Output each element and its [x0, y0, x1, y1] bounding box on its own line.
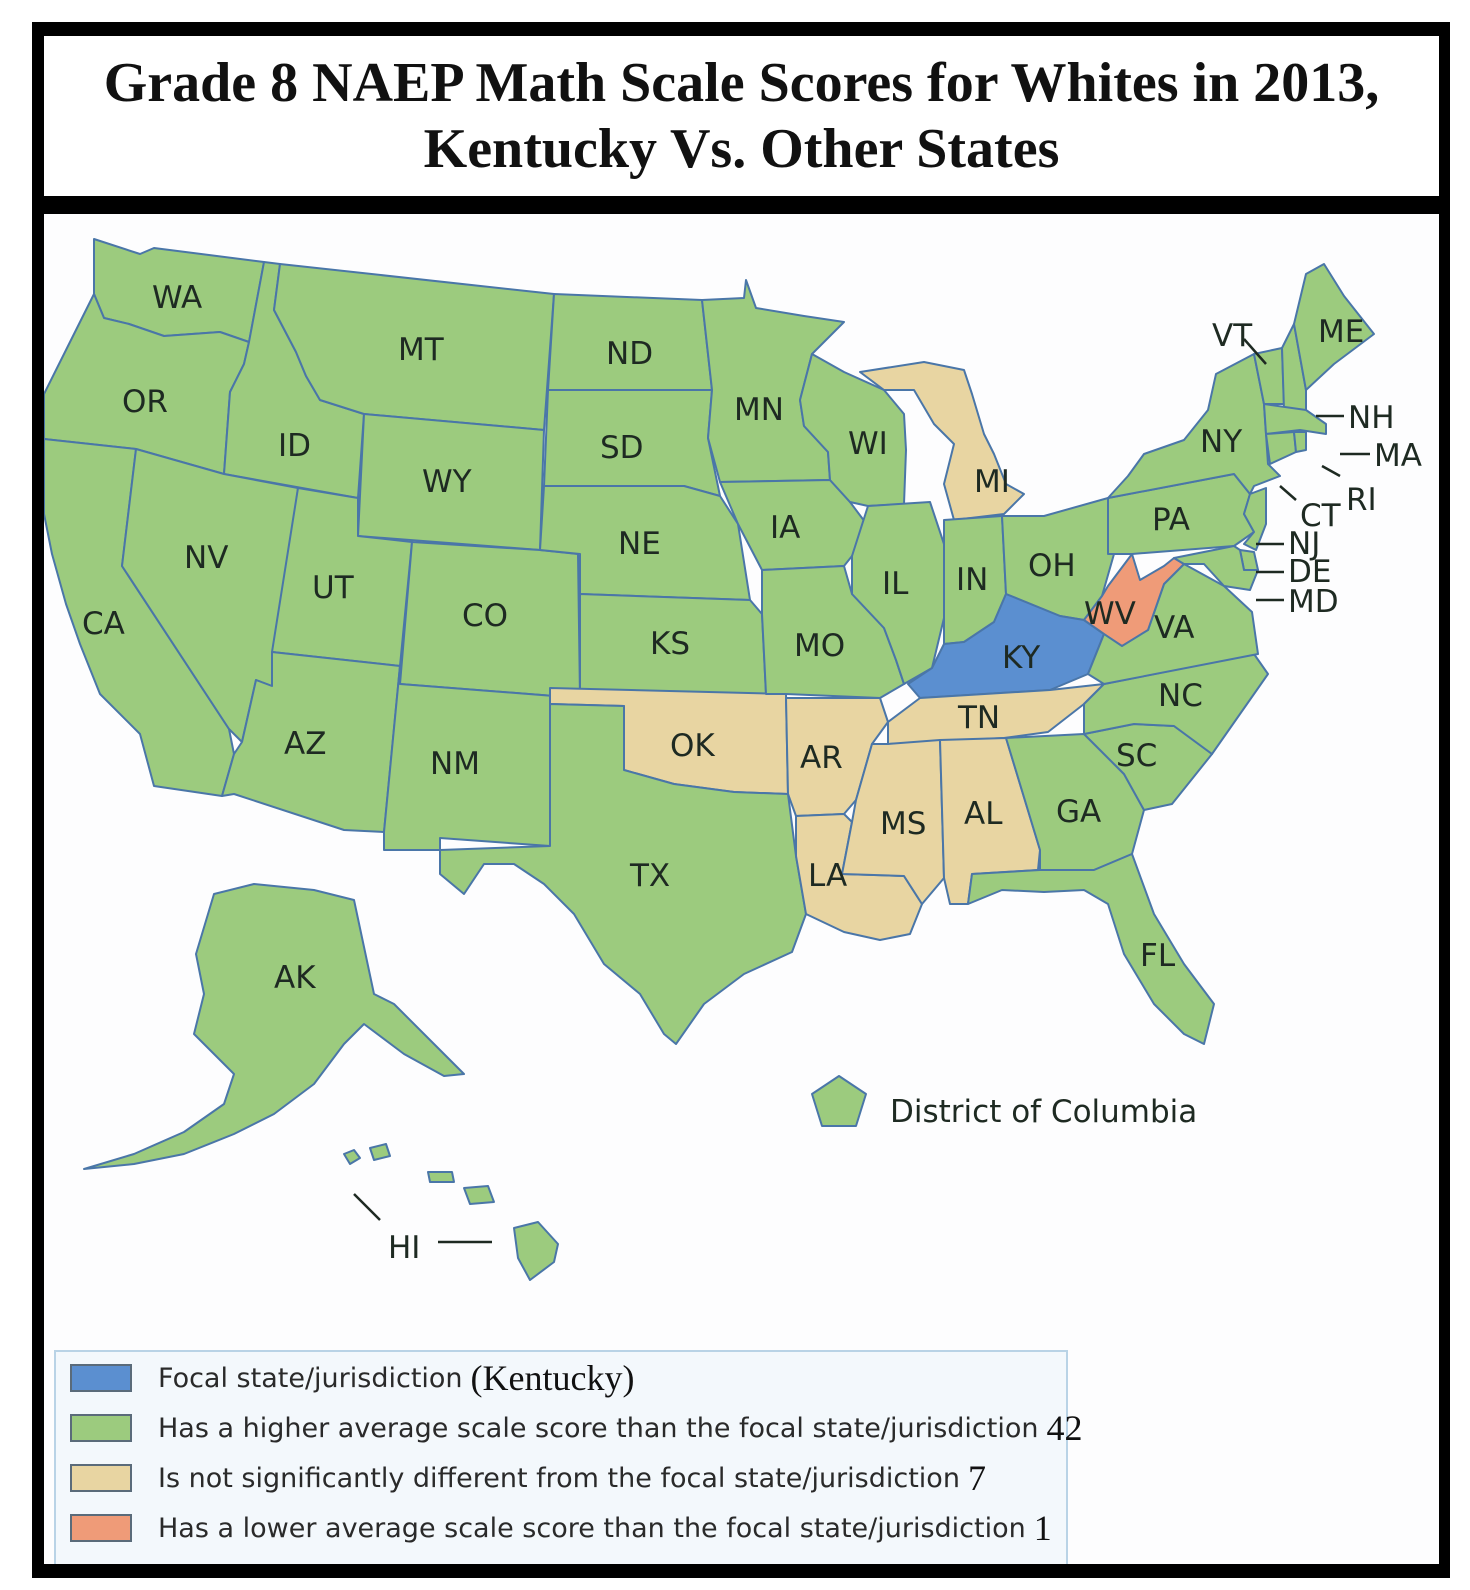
- label-id: ID: [278, 428, 311, 464]
- legend-row-higher: Has a higher average scale score than th…: [70, 1408, 1083, 1448]
- label-wi: WI: [848, 426, 888, 462]
- label-or: OR: [122, 384, 168, 420]
- label-wy: WY: [422, 464, 472, 500]
- label-ks: KS: [650, 626, 690, 662]
- label-sd: SD: [600, 430, 644, 466]
- legend-row-not-different: Is not significantly different from the …: [70, 1458, 986, 1498]
- label-mi: MI: [974, 464, 1010, 500]
- legend-row-lower: Has a lower average scale score than the…: [70, 1508, 1052, 1548]
- label-dc: District of Columbia: [890, 1094, 1197, 1130]
- map-panel: WA OR CA ID NV MT WY UT AZ CO NM ND SD N…: [44, 214, 1439, 1564]
- label-de: DE: [1288, 554, 1331, 590]
- label-me: ME: [1318, 314, 1364, 350]
- state-hi-kauai[interactable]: [343, 1149, 361, 1165]
- label-ct: CT: [1300, 498, 1342, 534]
- state-hi-oahu[interactable]: [369, 1143, 391, 1161]
- state-ri[interactable]: [1293, 431, 1307, 453]
- label-oh: OH: [1028, 548, 1076, 584]
- label-ms: MS: [880, 806, 926, 842]
- legend-text-higher: Has a higher average scale score than th…: [158, 1412, 1039, 1444]
- label-pa: PA: [1152, 502, 1190, 538]
- state-nm[interactable]: [383, 665, 555, 851]
- map-title-line-1: Grade 8 NAEP Math Scale Scores for White…: [103, 52, 1380, 114]
- label-ri: RI: [1346, 482, 1377, 518]
- label-ny: NY: [1200, 424, 1242, 460]
- state-il[interactable]: [851, 501, 945, 685]
- label-tn: TN: [957, 700, 1000, 736]
- label-mn: MN: [734, 392, 784, 428]
- leader-lines: [353, 338, 1370, 1244]
- label-nc: NC: [1158, 678, 1203, 714]
- state-hi-big-island[interactable]: [513, 1221, 559, 1281]
- state-wv[interactable]: [1083, 553, 1185, 647]
- state-ak[interactable]: [83, 883, 465, 1170]
- label-mt: MT: [398, 332, 445, 368]
- label-ca: CA: [82, 606, 125, 642]
- legend: Focal state/jurisdiction (Kentucky) Has …: [54, 1350, 1083, 1564]
- state-md[interactable]: [1173, 545, 1259, 591]
- us-states-map: WA OR CA ID NV MT WY UT AZ CO NM ND SD N…: [44, 238, 1422, 1281]
- state-me[interactable]: [1293, 263, 1375, 391]
- label-nj: NJ: [1288, 526, 1320, 562]
- state-ny[interactable]: [1107, 353, 1281, 499]
- legend-text-not-different: Is not significantly different from the …: [158, 1462, 960, 1494]
- legend-count-higher: 42: [1046, 1408, 1083, 1448]
- label-ar: AR: [800, 740, 843, 776]
- dc-pentagon-icon[interactable]: [811, 1075, 867, 1127]
- label-wv: WV: [1084, 596, 1136, 632]
- label-ga: GA: [1056, 794, 1101, 830]
- label-ak: AK: [274, 960, 316, 996]
- state-ma[interactable]: [1263, 403, 1327, 435]
- label-mo: MO: [794, 628, 845, 664]
- label-tx: TX: [629, 858, 670, 894]
- map-title-line-2: Kentucky Vs. Other States: [423, 118, 1060, 180]
- label-sc: SC: [1116, 738, 1157, 774]
- legend-count-not-different: 7: [967, 1458, 986, 1498]
- label-ia: IA: [770, 510, 800, 546]
- state-labels: WA OR CA ID NV MT WY UT AZ CO NM ND SD N…: [82, 280, 1422, 1266]
- label-la: LA: [808, 858, 847, 894]
- label-nd: ND: [606, 336, 653, 372]
- state-nh[interactable]: [1281, 323, 1307, 411]
- legend-swatch-lower: [70, 1514, 132, 1542]
- legend-text-focal: Focal state/jurisdiction: [158, 1362, 463, 1394]
- state-ct[interactable]: [1265, 431, 1297, 465]
- label-ok: OK: [670, 728, 715, 764]
- label-wa: WA: [152, 280, 202, 316]
- label-co: CO: [462, 598, 508, 634]
- state-tx[interactable]: [439, 703, 807, 1045]
- state-la[interactable]: [795, 813, 923, 941]
- state-hi-maui[interactable]: [463, 1185, 495, 1205]
- label-nm: NM: [430, 746, 480, 782]
- label-ne: NE: [618, 526, 661, 562]
- legend-swatch-focal: [70, 1364, 132, 1392]
- label-ky: KY: [1002, 640, 1040, 676]
- label-va: VA: [1154, 610, 1194, 646]
- label-az: AZ: [284, 726, 326, 762]
- legend-swatch-higher: [70, 1414, 132, 1442]
- legend-row-focal: Focal state/jurisdiction (Kentucky): [70, 1358, 634, 1398]
- legend-text-lower: Has a lower average scale score than the…: [158, 1512, 1026, 1544]
- label-hi: HI: [388, 1230, 420, 1266]
- legend-extra-focal: (Kentucky): [470, 1358, 635, 1398]
- label-md: MD: [1288, 584, 1339, 620]
- label-il: IL: [882, 566, 909, 602]
- label-nh: NH: [1348, 400, 1395, 436]
- label-al: AL: [964, 796, 1003, 832]
- state-fl[interactable]: [967, 853, 1215, 1045]
- label-nv: NV: [184, 540, 228, 576]
- label-fl: FL: [1140, 938, 1176, 974]
- legend-count-lower: 1: [1033, 1508, 1052, 1548]
- state-hi-molokai[interactable]: [427, 1171, 455, 1183]
- state-nj[interactable]: [1243, 487, 1267, 551]
- state-mi[interactable]: [859, 361, 1025, 521]
- label-ut: UT: [312, 570, 355, 606]
- label-in: IN: [956, 562, 988, 598]
- label-ma: MA: [1374, 438, 1422, 474]
- title-box: Grade 8 NAEP Math Scale Scores for White…: [44, 36, 1439, 196]
- label-vt: VT: [1212, 318, 1253, 354]
- legend-swatch-not-different: [70, 1464, 132, 1492]
